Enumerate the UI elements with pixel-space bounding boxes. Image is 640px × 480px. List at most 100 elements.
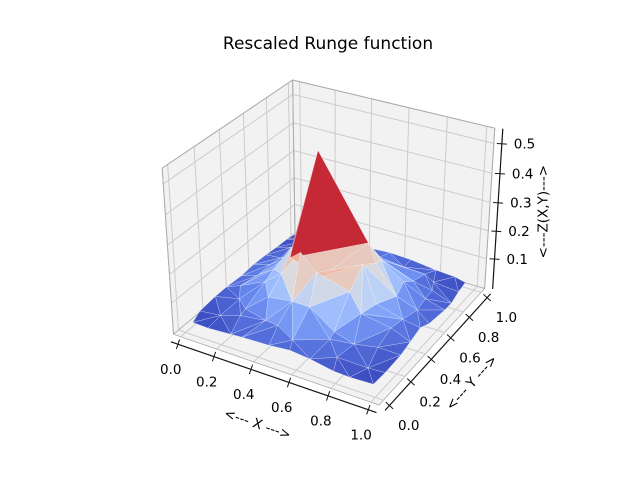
surface-triangle [273, 246, 293, 274]
surface-triangle [309, 339, 338, 360]
box-edge [292, 79, 495, 129]
surface-triangle [240, 308, 266, 321]
surface-triangle [240, 268, 275, 286]
tick-mark [496, 143, 507, 145]
tick-mark [175, 339, 181, 350]
gridline [165, 122, 294, 216]
surface-triangle [362, 263, 397, 297]
tick-mark [483, 293, 492, 302]
gridline [403, 107, 410, 265]
surface-triangle [333, 357, 350, 378]
trisurf-surface [192, 150, 466, 385]
box-edge [161, 168, 174, 335]
tick-label: 0.4 [233, 387, 254, 403]
tick-label: 0.5 [514, 137, 535, 153]
tick-mark [211, 351, 217, 362]
gridline [368, 98, 373, 255]
gridline [242, 113, 250, 272]
z-axis-label: <---Z(X,Y)---> [536, 165, 552, 258]
tick-mark [491, 230, 502, 233]
gridline [171, 203, 295, 304]
axis-spine [170, 341, 377, 414]
tick-mark [446, 334, 455, 342]
tick-mark [494, 172, 505, 175]
tick-label: 0.8 [310, 414, 331, 430]
tick-label: 1.0 [350, 428, 371, 444]
tick-labels: 0.00.20.40.60.81.00.00.20.40.60.81.00.10… [160, 137, 535, 444]
axes-spines-ticks [170, 128, 507, 415]
gridline [218, 129, 227, 291]
gridline [293, 150, 491, 203]
gridline [167, 150, 295, 246]
tick-label: 1.0 [496, 310, 517, 326]
axes-box-edges [161, 79, 496, 335]
tick-label: 0.2 [419, 394, 440, 410]
tick-label: 0.8 [478, 330, 499, 346]
tick-label: 0.6 [271, 400, 292, 416]
surface-triangle [289, 339, 311, 360]
surface-triangle [360, 264, 377, 314]
surface-triangle [309, 272, 350, 308]
surface-triangle [192, 310, 221, 323]
surface-triangle [241, 325, 278, 346]
gridline [265, 97, 271, 254]
tick-label: 0.2 [508, 224, 529, 240]
gridline [439, 116, 448, 276]
gridline [476, 126, 488, 287]
gridline [193, 146, 204, 310]
gridline [178, 329, 384, 401]
gridline [169, 177, 295, 275]
tick-label: 0.1 [507, 252, 528, 268]
tick-label: 0.4 [512, 167, 533, 183]
gridline [167, 164, 180, 331]
tick-mark [326, 391, 331, 401]
box-edge [292, 79, 296, 233]
tick-mark [366, 404, 371, 415]
surface-triangle [413, 273, 433, 291]
tick-mark [427, 355, 436, 364]
surface-triangle [454, 276, 466, 293]
tick-label: 0.0 [160, 362, 181, 378]
tick-mark [406, 378, 415, 386]
axis-spine [492, 128, 504, 290]
tick-mark [489, 258, 500, 260]
tick-mark [286, 377, 292, 388]
surface-triangle [362, 264, 397, 305]
surface-triangle [230, 315, 266, 335]
chart-title: Rescaled Runge function [222, 34, 434, 54]
surface-triangle [264, 273, 282, 298]
tick-mark [465, 313, 474, 322]
surface-triangle [289, 150, 319, 259]
surface-triangle [207, 315, 232, 335]
surface-triangle [240, 268, 275, 286]
tick-label: 0.2 [196, 374, 217, 390]
gridline [292, 93, 494, 144]
tick-label: 0.6 [459, 350, 480, 366]
tick-mark [385, 401, 394, 410]
surface-triangle [240, 264, 271, 277]
gridline [299, 81, 303, 235]
surface-triangle [265, 247, 292, 259]
box-edge [161, 79, 293, 169]
gridline [293, 122, 493, 174]
gridline [287, 82, 292, 237]
tick-label: 0.3 [510, 196, 531, 212]
surface-triangle [241, 320, 278, 338]
tick-label: 0.0 [398, 418, 419, 434]
tick-mark [493, 202, 504, 204]
gridline [370, 285, 478, 403]
box-edge [484, 128, 496, 289]
surface-triangle [353, 313, 392, 345]
gridline [162, 94, 294, 185]
tick-label: 0.4 [440, 372, 461, 388]
surface-triangle [367, 367, 386, 385]
surface-triangle [349, 367, 374, 385]
surface-triangle [390, 319, 411, 343]
axis-spine [384, 293, 492, 411]
surface-triangle [402, 309, 421, 329]
surface-triangle [253, 254, 282, 265]
surface-triangle [402, 319, 421, 343]
tick-mark [248, 364, 254, 375]
